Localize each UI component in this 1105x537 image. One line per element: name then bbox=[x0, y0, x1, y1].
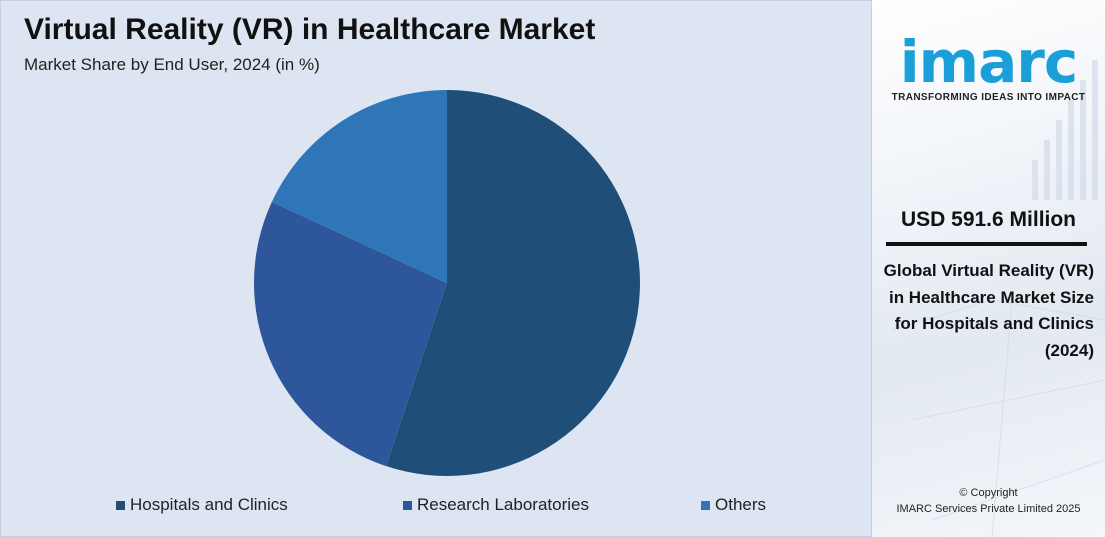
value-divider bbox=[886, 242, 1087, 246]
market-value: USD 591.6 Million bbox=[900, 208, 1077, 231]
market-description: Global Virtual Reality (VR) in Healthcar… bbox=[883, 261, 1094, 360]
legend-label-others: Others bbox=[715, 495, 767, 514]
legend-item-others: Others bbox=[701, 495, 766, 515]
legend-swatch-research bbox=[403, 500, 412, 510]
legend-label-research: Research Laboratories bbox=[417, 495, 589, 514]
pie-chart bbox=[253, 90, 640, 477]
legend-swatch-others bbox=[701, 500, 710, 510]
logo-wordmark: imarc bbox=[899, 28, 1078, 96]
copyright-line-2: IMARC Services Private Limited 2025 bbox=[896, 503, 1081, 515]
pie-slice-research bbox=[253, 201, 447, 467]
side-panel: imarc TRANSFORMING IDEAS INTO IMPACT USD… bbox=[872, 0, 1105, 537]
legend-label-hospitals: Hospitals and Clinics bbox=[130, 495, 288, 514]
legend: Hospitals and Clinics Research Laborator… bbox=[1, 495, 873, 517]
chart-subtitle: Market Share by End User, 2024 (in %) bbox=[24, 55, 320, 74]
copyright: © Copyright IMARC Services Private Limit… bbox=[872, 485, 1105, 517]
imarc-logo: imarc TRANSFORMING IDEAS INTO IMPACT bbox=[872, 28, 1105, 103]
logo-tagline: TRANSFORMING IDEAS INTO IMPACT bbox=[891, 92, 1086, 103]
legend-item-hospitals: Hospitals and Clinics bbox=[116, 495, 288, 515]
background-graph-decoration bbox=[891, 60, 1105, 537]
legend-swatch-hospitals bbox=[116, 500, 125, 510]
pie-slice-hospitals bbox=[386, 90, 640, 477]
copyright-line-1: © Copyright bbox=[959, 487, 1018, 499]
pie-slice-others bbox=[271, 90, 447, 283]
legend-item-research: Research Laboratories bbox=[403, 495, 589, 515]
chart-title: Virtual Reality (VR) in Healthcare Marke… bbox=[24, 13, 596, 46]
chart-panel: Virtual Reality (VR) in Healthcare Marke… bbox=[0, 0, 872, 537]
